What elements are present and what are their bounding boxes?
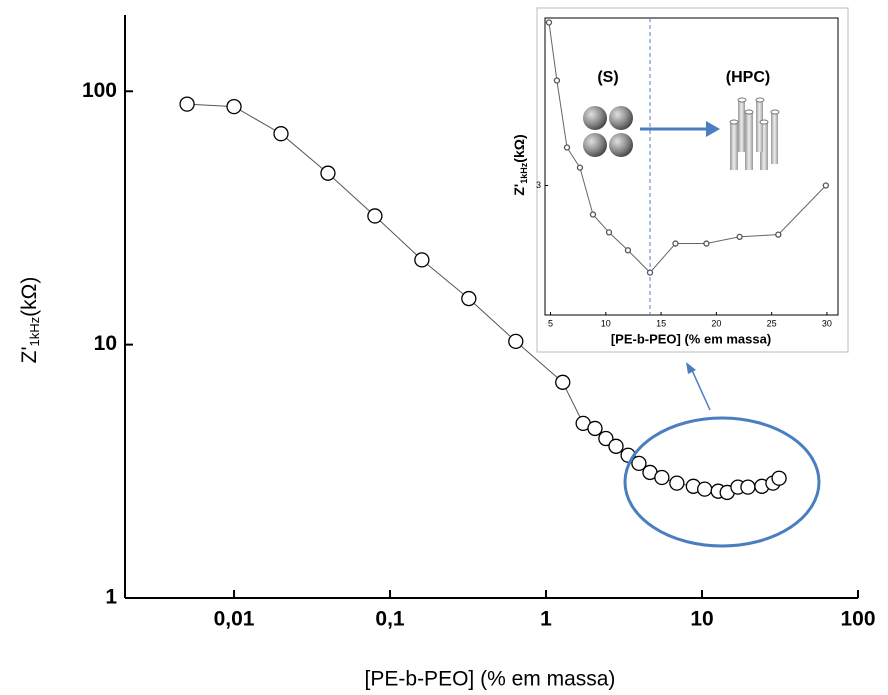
data-point xyxy=(563,144,571,151)
y-axis-title: Z'1kHz(kΩ) xyxy=(18,277,43,364)
data-point xyxy=(589,211,597,218)
sphere xyxy=(609,106,633,130)
y-tick-label: 3 xyxy=(536,180,541,190)
data-point xyxy=(320,165,336,181)
data-point xyxy=(608,438,624,454)
data-point xyxy=(631,455,647,471)
x-tick-label: 0,1 xyxy=(375,608,405,631)
x-tick-label: 20 xyxy=(711,318,721,328)
sphere-icon xyxy=(583,106,633,157)
x-axis-title: [PE-b-PEO] (% em massa) xyxy=(365,668,616,691)
data-point xyxy=(553,77,561,84)
data-point xyxy=(461,290,477,307)
cylinder-icon xyxy=(729,97,780,170)
inset-y-axis-title: Z'1kHz(kΩ) xyxy=(511,134,530,195)
main-chart: [PE-b-PEO] (% em massa) Z'1kHz(kΩ) 0,01 0… xyxy=(18,15,876,691)
x-tick-label: 25 xyxy=(767,318,777,328)
data-point xyxy=(646,269,654,276)
data-point xyxy=(775,231,782,238)
phase-label: (S) xyxy=(597,69,618,86)
pointer-arrow xyxy=(690,367,711,411)
inset-y-title-sub: 1kHz xyxy=(519,162,529,184)
data-point xyxy=(587,420,603,437)
data-point xyxy=(624,247,632,254)
data-point xyxy=(672,240,679,247)
data-point xyxy=(669,475,685,491)
cylinder xyxy=(760,122,768,170)
x-tick-label: 100 xyxy=(840,608,875,631)
data-point xyxy=(555,374,571,390)
cylinder-top xyxy=(759,119,769,125)
data-point xyxy=(697,481,713,497)
y-tick-label: 100 xyxy=(82,79,117,102)
data-point xyxy=(822,182,829,189)
inset-y-title-unit: (kΩ) xyxy=(511,134,527,162)
data-point xyxy=(226,98,242,115)
x-tick-label: 10 xyxy=(690,608,713,631)
sphere xyxy=(583,106,607,130)
data-point xyxy=(598,430,614,447)
cylinder-top xyxy=(729,119,739,125)
x-tick-label: 0,01 xyxy=(214,608,255,631)
x-tick-label: 15 xyxy=(656,318,666,328)
data-point xyxy=(273,126,289,142)
data-point xyxy=(179,96,195,112)
inset-plot-area xyxy=(544,17,839,316)
data-point xyxy=(771,470,787,486)
y-axis-title-main: Z' xyxy=(18,346,41,363)
data-point xyxy=(545,19,553,26)
x-tick-label: 5 xyxy=(548,318,553,328)
cylinder-top xyxy=(744,109,754,115)
data-point xyxy=(414,252,430,268)
x-tick-label: 10 xyxy=(601,318,611,328)
phase-label: (HPC) xyxy=(726,69,770,86)
x-tick-label: 1 xyxy=(540,608,552,631)
data-point xyxy=(654,469,670,486)
inset-frame xyxy=(536,7,849,353)
sphere xyxy=(609,133,633,157)
x-tick-label: 30 xyxy=(822,318,832,328)
highlight-ellipse xyxy=(623,416,821,548)
sphere xyxy=(583,133,607,157)
y-axis-title-sub: 1kHz xyxy=(27,317,42,347)
inset-y-title-main: Z' xyxy=(511,184,527,196)
cylinder xyxy=(745,112,753,170)
cylinder xyxy=(771,112,778,164)
y-tick-label: 1 xyxy=(105,586,117,609)
data-point xyxy=(736,233,743,240)
data-point xyxy=(605,229,613,236)
cylinder xyxy=(738,100,745,152)
data-point xyxy=(367,208,383,224)
inset-chart: [PE-b-PEO] (% em massa) Z'1kHz(kΩ) (S) (… xyxy=(511,7,849,353)
cylinder-top xyxy=(770,109,780,115)
data-point xyxy=(576,164,584,171)
y-tick-label: 10 xyxy=(94,332,117,355)
data-point xyxy=(740,479,756,495)
cylinder-top xyxy=(755,97,765,103)
data-point xyxy=(508,333,524,350)
cylinder xyxy=(730,122,738,170)
y-axis-title-unit: (kΩ) xyxy=(18,277,41,317)
cylinder xyxy=(756,100,763,152)
data-point xyxy=(703,240,710,247)
transition-arrowhead xyxy=(706,121,720,137)
inset-x-axis-title: [PE-b-PEO] (% em massa) xyxy=(611,331,771,346)
pointer-arrowhead xyxy=(686,362,696,374)
cylinder-top xyxy=(737,97,747,103)
